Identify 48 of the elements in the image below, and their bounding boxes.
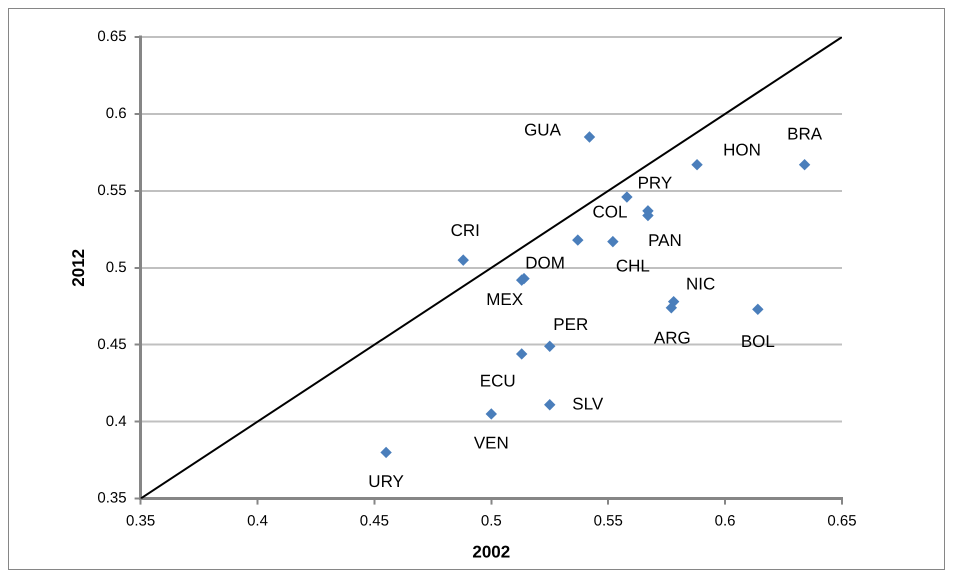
annotation: ECU <box>480 372 516 391</box>
annotation: PER <box>553 314 588 334</box>
x-tick-label: 0.4 <box>247 512 268 530</box>
annotation: PAN <box>648 231 682 250</box>
y-tick-label: 0.5 <box>106 258 127 276</box>
annotation: ARG <box>654 328 691 348</box>
x-tick-label: 0.35 <box>126 512 156 530</box>
y-axis-title: 2012 <box>68 248 88 287</box>
point <box>458 254 469 266</box>
point <box>607 236 618 248</box>
point <box>516 348 528 360</box>
point <box>380 446 392 458</box>
annotation: BRA <box>787 124 823 144</box>
annotation: CRI <box>450 220 480 240</box>
point <box>544 340 556 352</box>
point <box>666 302 677 314</box>
point <box>544 399 556 410</box>
x-tick-label: 0.55 <box>594 512 623 530</box>
point <box>752 304 764 315</box>
annotation: GUA <box>524 120 562 140</box>
annotation: VEN <box>474 434 509 453</box>
annotation: NIC <box>686 274 716 294</box>
annotation: CHL <box>616 256 650 276</box>
y-tick-label: 0.65 <box>97 28 127 46</box>
y-tick-label: 0.35 <box>97 490 127 507</box>
annotation: MEX <box>486 290 524 309</box>
annotation: SLV <box>572 394 604 414</box>
point <box>621 192 632 203</box>
point <box>584 132 595 143</box>
point <box>692 159 703 170</box>
annotation: HON <box>723 140 761 160</box>
point <box>799 159 810 170</box>
annotation: DOM <box>525 253 565 272</box>
y-tick-label: 0.55 <box>97 182 127 200</box>
x-tick-label: 0.6 <box>714 512 736 530</box>
x-tick-label: 0.65 <box>827 512 857 530</box>
y-tick-label: 0.6 <box>106 105 127 122</box>
annotation: COL <box>592 202 628 222</box>
point <box>486 408 497 420</box>
x-axis-title: 2002 <box>472 542 510 562</box>
x-tick-label: 0.45 <box>360 512 389 530</box>
x-tick-label: 0.5 <box>480 512 502 530</box>
annotation: BOL <box>740 332 775 352</box>
annotation: URY <box>368 472 404 492</box>
y-tick-label: 0.45 <box>97 336 127 353</box>
point <box>572 234 584 246</box>
annotation: PRY <box>638 174 672 193</box>
y-tick-label: 0.4 <box>106 412 127 430</box>
